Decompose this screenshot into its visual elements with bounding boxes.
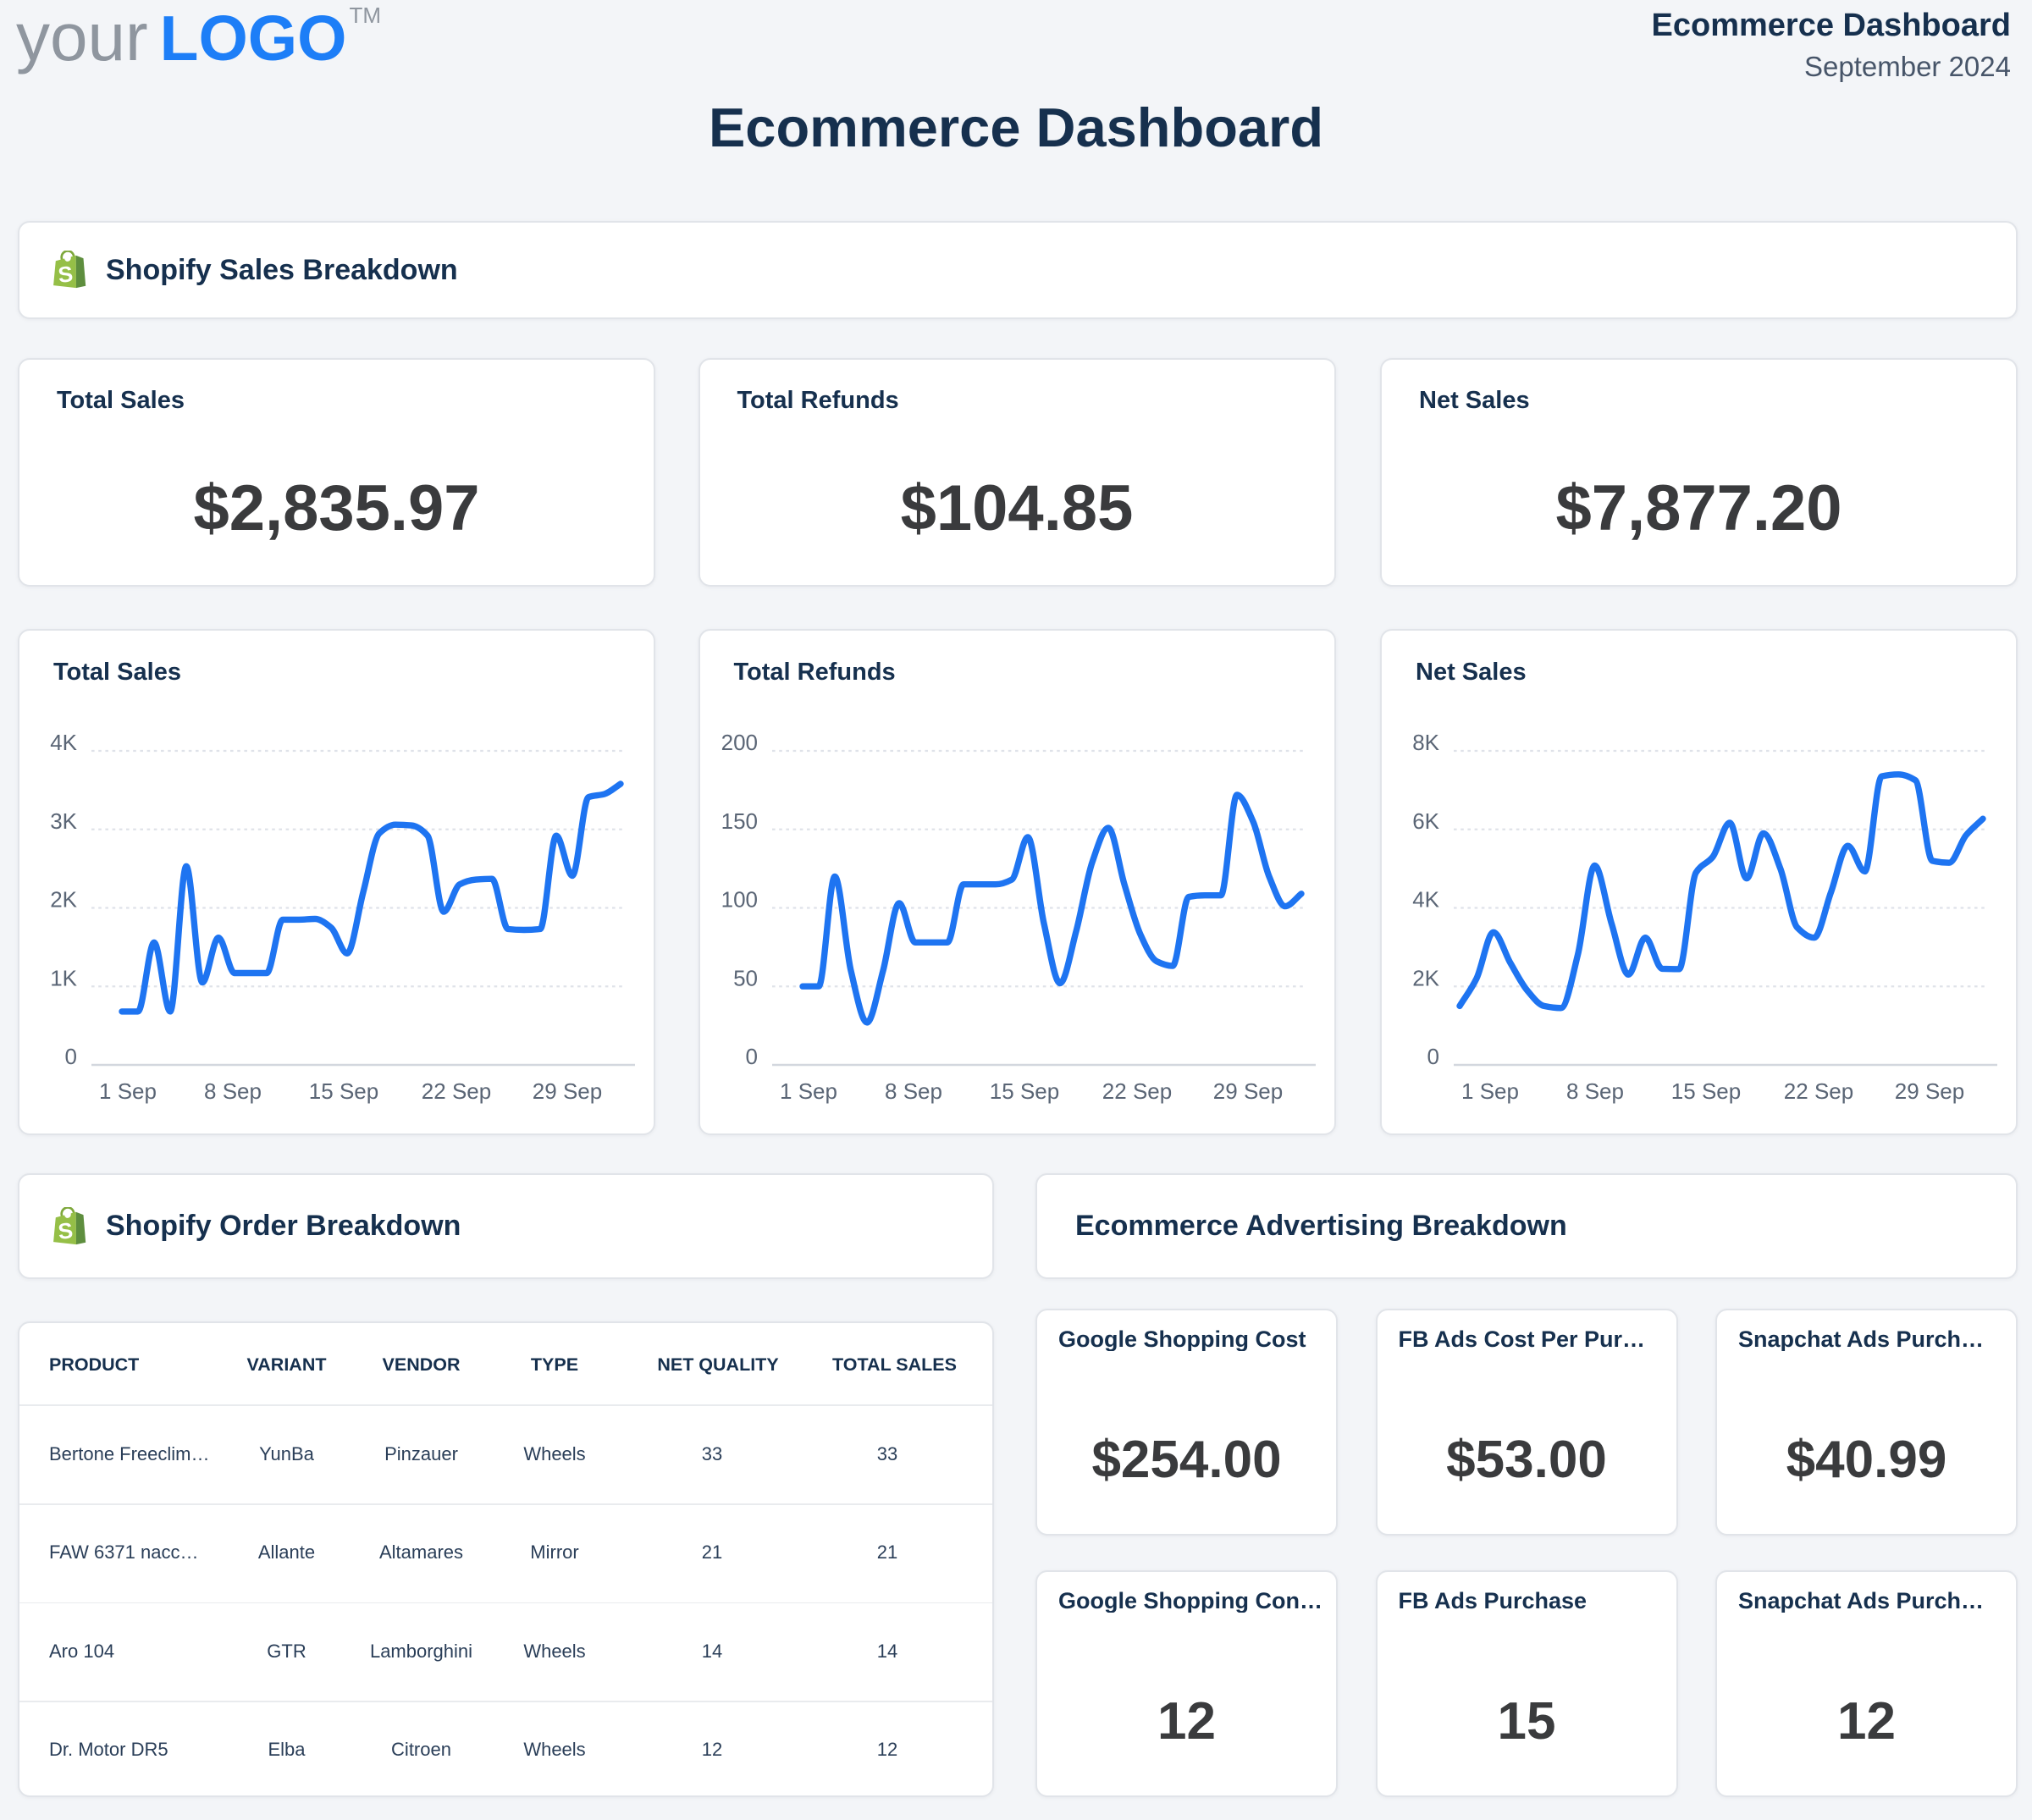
- svg-text:50: 50: [733, 965, 758, 990]
- svg-text:1 Sep: 1 Sep: [99, 1078, 157, 1104]
- svg-text:29 Sep: 29 Sep: [1212, 1078, 1282, 1104]
- svg-text:1 Sep: 1 Sep: [780, 1078, 837, 1104]
- svg-text:22 Sep: 22 Sep: [1102, 1078, 1171, 1104]
- svg-text:8 Sep: 8 Sep: [204, 1078, 262, 1104]
- svg-text:200: 200: [721, 730, 757, 755]
- svg-text:15 Sep: 15 Sep: [309, 1078, 378, 1104]
- svg-text:8K: 8K: [1412, 730, 1439, 755]
- svg-text:22 Sep: 22 Sep: [422, 1078, 491, 1104]
- svg-text:15 Sep: 15 Sep: [989, 1078, 1058, 1104]
- svg-text:4K: 4K: [1412, 887, 1439, 913]
- svg-text:15 Sep: 15 Sep: [1671, 1078, 1741, 1104]
- svg-text:100: 100: [721, 887, 757, 913]
- svg-text:22 Sep: 22 Sep: [1784, 1078, 1853, 1104]
- svg-text:0: 0: [1427, 1044, 1439, 1069]
- svg-text:S: S: [57, 261, 74, 288]
- svg-text:6K: 6K: [1412, 808, 1439, 834]
- svg-text:29 Sep: 29 Sep: [533, 1078, 602, 1104]
- svg-text:8 Sep: 8 Sep: [885, 1078, 942, 1104]
- svg-text:150: 150: [721, 808, 757, 834]
- svg-text:S: S: [57, 1217, 74, 1244]
- svg-text:2K: 2K: [50, 887, 77, 913]
- svg-text:0: 0: [65, 1044, 77, 1069]
- svg-text:1 Sep: 1 Sep: [1461, 1078, 1519, 1104]
- svg-text:3K: 3K: [50, 808, 77, 834]
- svg-text:1K: 1K: [50, 965, 77, 990]
- svg-text:0: 0: [745, 1044, 757, 1069]
- svg-text:8 Sep: 8 Sep: [1566, 1078, 1624, 1104]
- svg-text:2K: 2K: [1412, 965, 1439, 990]
- svg-text:29 Sep: 29 Sep: [1895, 1078, 1964, 1104]
- svg-text:4K: 4K: [50, 730, 77, 755]
